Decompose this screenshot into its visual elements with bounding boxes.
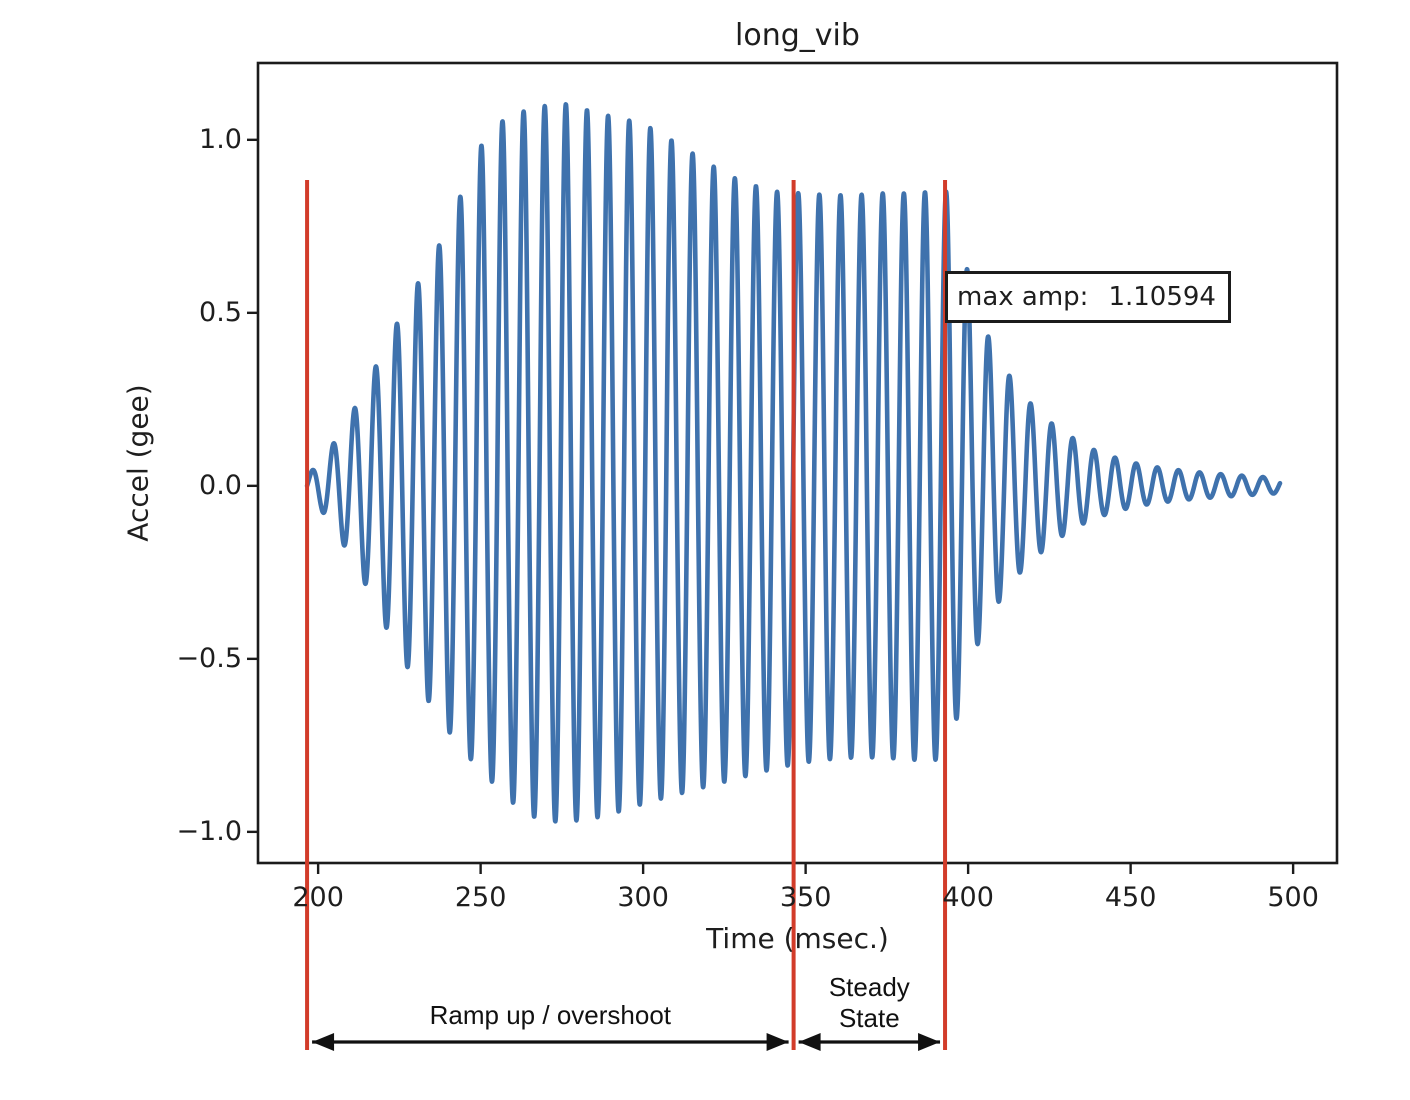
max-amp-annotation-box: max amp: 1.10594: [945, 271, 1231, 323]
x-tick-label: 350: [779, 882, 832, 913]
y-tick-label: −0.5: [176, 642, 242, 674]
y-axis-label: Accel (gee): [121, 384, 155, 542]
max-amp-value: 1.10594: [1108, 282, 1216, 312]
steady-region-label-line2: State: [838, 1003, 900, 1033]
x-tick-label: 500: [1267, 882, 1319, 913]
ramp-region-label: Ramp up / overshoot: [429, 1000, 672, 1030]
y-tick-label: 1.0: [199, 123, 242, 155]
x-tick-label: 400: [942, 882, 994, 913]
steady-region-label-line1: Steady: [828, 972, 910, 1002]
x-tick-label: 300: [617, 882, 669, 913]
axis-ticks: [247, 138, 1295, 874]
axes-frame: [256, 61, 1339, 865]
max-amp-label: max amp:: [957, 282, 1089, 312]
y-tick-label: 0.0: [199, 469, 242, 501]
region-marker-lines: [305, 180, 948, 1050]
x-tick-label: 200: [292, 882, 344, 913]
x-axis-label: Time (msec.): [706, 922, 889, 955]
steady-region-label: Steady State: [789, 972, 949, 1034]
chart-title: long_vib: [735, 18, 860, 53]
y-tick-label: 0.5: [199, 296, 242, 328]
y-tick-label: −1.0: [176, 815, 242, 847]
x-tick-label: 450: [1104, 882, 1157, 913]
x-tick-label: 250: [454, 882, 507, 913]
